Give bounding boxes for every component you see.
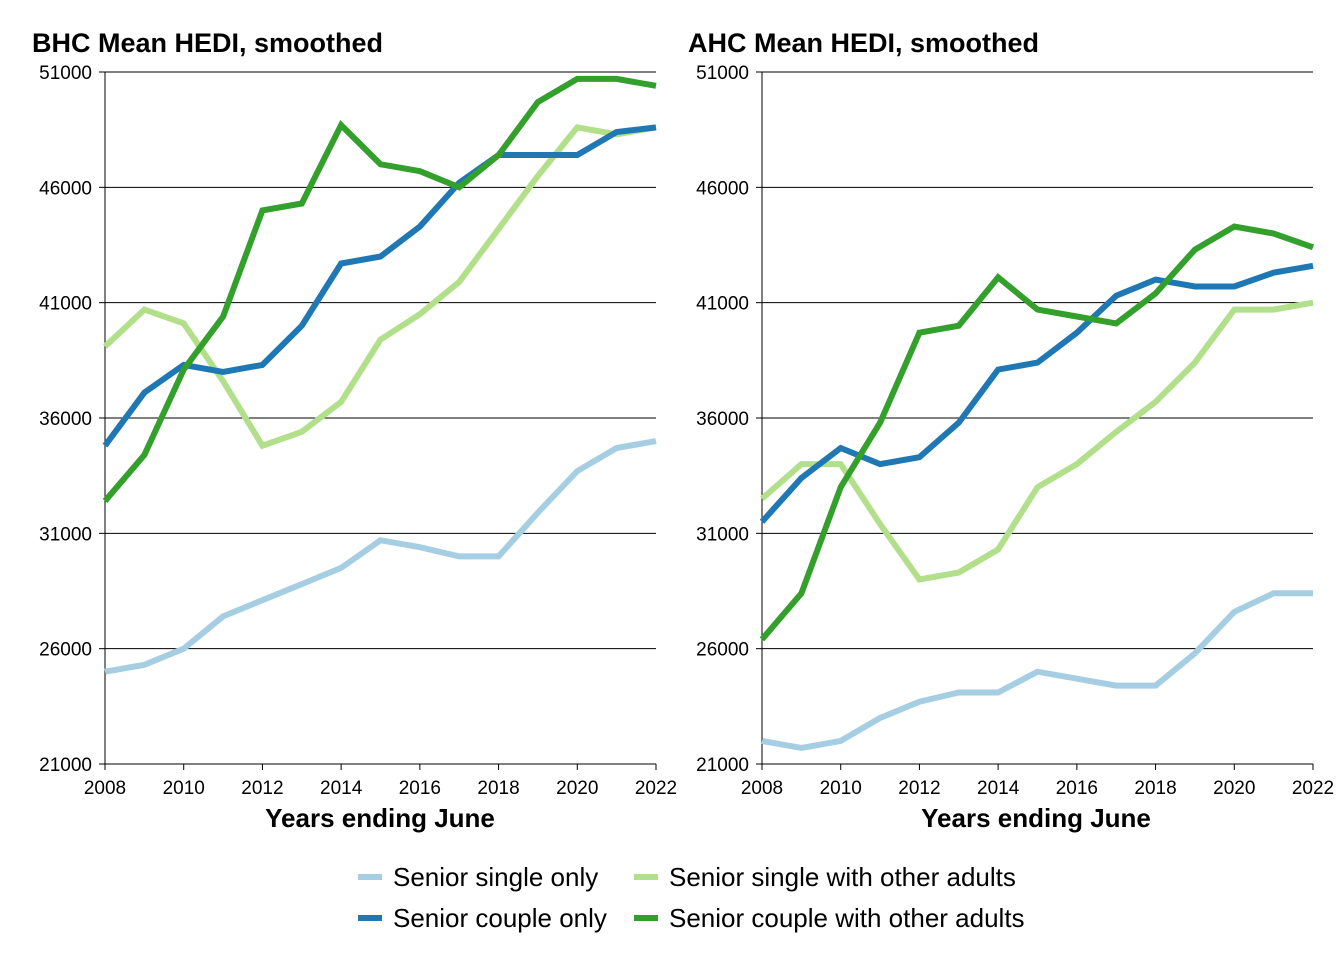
ahc-panel-title: AHC Mean HEDI, smoothed: [688, 28, 1039, 58]
bhc-x-tick-label: 2016: [399, 778, 441, 799]
bhc-y-tick-label: 21000: [39, 755, 92, 776]
bhc-panel: BHC Mean HEDI, smoothed 21000 26000 31000 3…: [32, 28, 677, 833]
bhc-y-tick-label: 31000: [39, 524, 92, 545]
bhc-x-tick-label: 2008: [84, 778, 126, 799]
ahc-x-tick-label: 2016: [1056, 778, 1098, 799]
bhc-x-tick-label: 2022: [635, 778, 677, 799]
ahc-y-tick-label: 36000: [696, 409, 749, 430]
ahc-x-axis-title: Years ending June: [921, 803, 1151, 833]
ahc-y-tick-label: 21000: [696, 755, 749, 776]
ahc-x-tick-label: 2020: [1213, 778, 1255, 799]
bhc-x-tick-label: 2020: [556, 778, 598, 799]
bhc-x-axis-title: Years ending June: [265, 803, 495, 833]
ahc-x-tick-label: 2012: [898, 778, 940, 799]
legend-label-senior-single-with-other-adults: Senior single with other adults: [669, 862, 1016, 892]
bhc-series-senior-single-only: [104, 438, 657, 675]
bhc-panel-title: BHC Mean HEDI, smoothed: [32, 28, 383, 58]
ahc-series-senior-single-with-other-adults: [760, 299, 1314, 583]
ahc-x-tick-label: 2010: [820, 778, 862, 799]
bhc-y-tick-label: 36000: [39, 409, 92, 430]
bhc-y-tick-label: 41000: [39, 294, 92, 315]
ahc-x-tick-label: 2008: [741, 778, 783, 799]
bhc-x-tick-label: 2018: [477, 778, 519, 799]
ahc-series-senior-couple-with-other-adults: [759, 223, 1314, 642]
legend: Senior single only Senior single with oth…: [358, 862, 1025, 933]
bhc-x-tick-label: 2012: [241, 778, 283, 799]
bhc-x-axis: 2008 2010 2012 2014 2016 2018 2020 2022: [84, 72, 677, 799]
legend-label-senior-couple-with-other-adults: Senior couple with other adults: [669, 903, 1025, 933]
bhc-gridlines: [105, 71, 656, 765]
ahc-y-tick-label: 41000: [696, 294, 749, 315]
ahc-x-tick-label: 2018: [1134, 778, 1176, 799]
bhc-x-tick-label: 2010: [163, 778, 205, 799]
bhc-y-axis: 21000 26000 31000 36000 41000 46000 51000: [39, 63, 105, 776]
legend-label-senior-single-only: Senior single only: [393, 862, 598, 892]
bhc-y-tick-label: 46000: [39, 178, 92, 199]
ahc-y-tick-label: 51000: [696, 63, 749, 84]
bhc-x-tick-label: 2014: [320, 778, 363, 799]
ahc-y-axis: 21000 26000 31000 36000 41000 46000 51000: [696, 63, 762, 776]
ahc-series-lines: [759, 223, 1314, 751]
legend-label-senior-couple-only: Senior couple only: [393, 903, 607, 933]
ahc-gridlines: [762, 71, 1313, 765]
ahc-panel: AHC Mean HEDI, smoothed 21000 26000 31000 3…: [688, 28, 1334, 833]
ahc-series-senior-couple-only: [759, 262, 1314, 524]
ahc-x-axis: 2008 2010 2012 2014 2016 2018 2020 2022: [741, 72, 1334, 799]
bhc-y-tick-label: 51000: [39, 63, 92, 84]
bhc-y-tick-label: 26000: [39, 640, 92, 661]
bhc-series-senior-couple-with-other-adults: [102, 75, 657, 503]
bhc-series-senior-single-with-other-adults: [102, 124, 657, 450]
ahc-x-tick-label: 2022: [1292, 778, 1334, 799]
ahc-y-tick-label: 46000: [696, 178, 749, 199]
bhc-series-senior-couple-only: [102, 124, 657, 448]
bhc-series-lines: [102, 75, 657, 675]
ahc-y-tick-label: 31000: [696, 524, 749, 545]
ahc-y-tick-label: 26000: [696, 640, 749, 661]
ahc-series-senior-single-only: [761, 590, 1313, 751]
ahc-x-tick-label: 2014: [977, 778, 1020, 799]
